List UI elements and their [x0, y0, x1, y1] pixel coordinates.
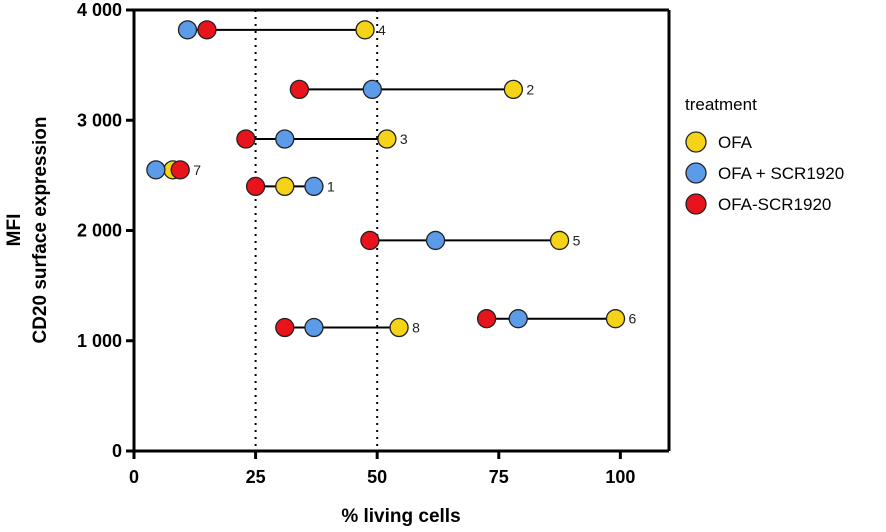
y-tick-label: 3 000 [77, 110, 122, 130]
y-axis-title-line2: CD20 surface expression [30, 116, 51, 343]
point-ofa-scr1920-conjugate [275, 317, 295, 338]
point-ofa-plus-scr1920 [362, 79, 382, 100]
point-ofa-plus-scr1920 [146, 160, 166, 180]
point-ofa-scr1920-conjugate [476, 309, 497, 329]
legend-marker [685, 131, 707, 153]
point-ofa-scr1920-conjugate [170, 160, 190, 180]
y-axis-title-line1: MFI [4, 214, 25, 247]
legend-title: treatment [685, 95, 757, 114]
x-tick-label: 100 [605, 467, 635, 487]
y-tick-label: 2 000 [77, 221, 122, 241]
sample-label: 3 [400, 131, 408, 147]
point-ofa [377, 129, 397, 149]
sample-label: 6 [629, 311, 637, 327]
y-tick-label: 0 [112, 441, 122, 461]
x-tick-label: 75 [489, 467, 509, 487]
point-ofa [549, 230, 570, 251]
point-ofa [389, 317, 409, 338]
point-ofa [605, 309, 626, 329]
sample-label: 7 [193, 162, 201, 178]
legend-label: OFA-SCR1920 [718, 195, 831, 214]
sample-label: 2 [526, 81, 534, 97]
x-axis-title: % living cells [341, 506, 460, 527]
point-ofa-plus-scr1920 [275, 129, 295, 149]
point-ofa-plus-scr1920 [304, 317, 324, 338]
x-tick-label: 0 [129, 467, 139, 487]
legend-label: OFA [718, 133, 753, 152]
legend-label: OFA + SCR1920 [718, 164, 844, 183]
point-ofa-plus-scr1920 [425, 230, 446, 251]
point-ofa [355, 20, 375, 40]
point-ofa-scr1920-conjugate [289, 79, 310, 100]
legend-marker [685, 193, 707, 215]
y-tick-label: 4 000 [77, 0, 122, 20]
point-ofa-plus-scr1920 [508, 309, 528, 329]
point-ofa-scr1920-conjugate [236, 129, 256, 149]
point-ofa-scr1920-conjugate [245, 176, 266, 197]
point-ofa [503, 79, 524, 100]
point-ofa-plus-scr1920 [177, 20, 198, 40]
x-tick-label: 25 [246, 467, 266, 487]
y-tick-label: 1 000 [77, 331, 122, 351]
legend-marker [685, 162, 707, 184]
sample-label: 1 [327, 178, 335, 194]
sample-label: 4 [378, 22, 386, 38]
point-ofa-plus-scr1920 [304, 176, 324, 197]
x-tick-label: 50 [367, 467, 387, 487]
sample-label: 5 [573, 232, 581, 248]
point-ofa-scr1920-conjugate [360, 230, 380, 251]
point-ofa [275, 176, 295, 197]
point-ofa-scr1920-conjugate [197, 20, 217, 40]
legend: treatment OFA OFA + SCR1920 OFA-SCR1920 [685, 95, 844, 215]
sample-label: 8 [412, 320, 420, 336]
